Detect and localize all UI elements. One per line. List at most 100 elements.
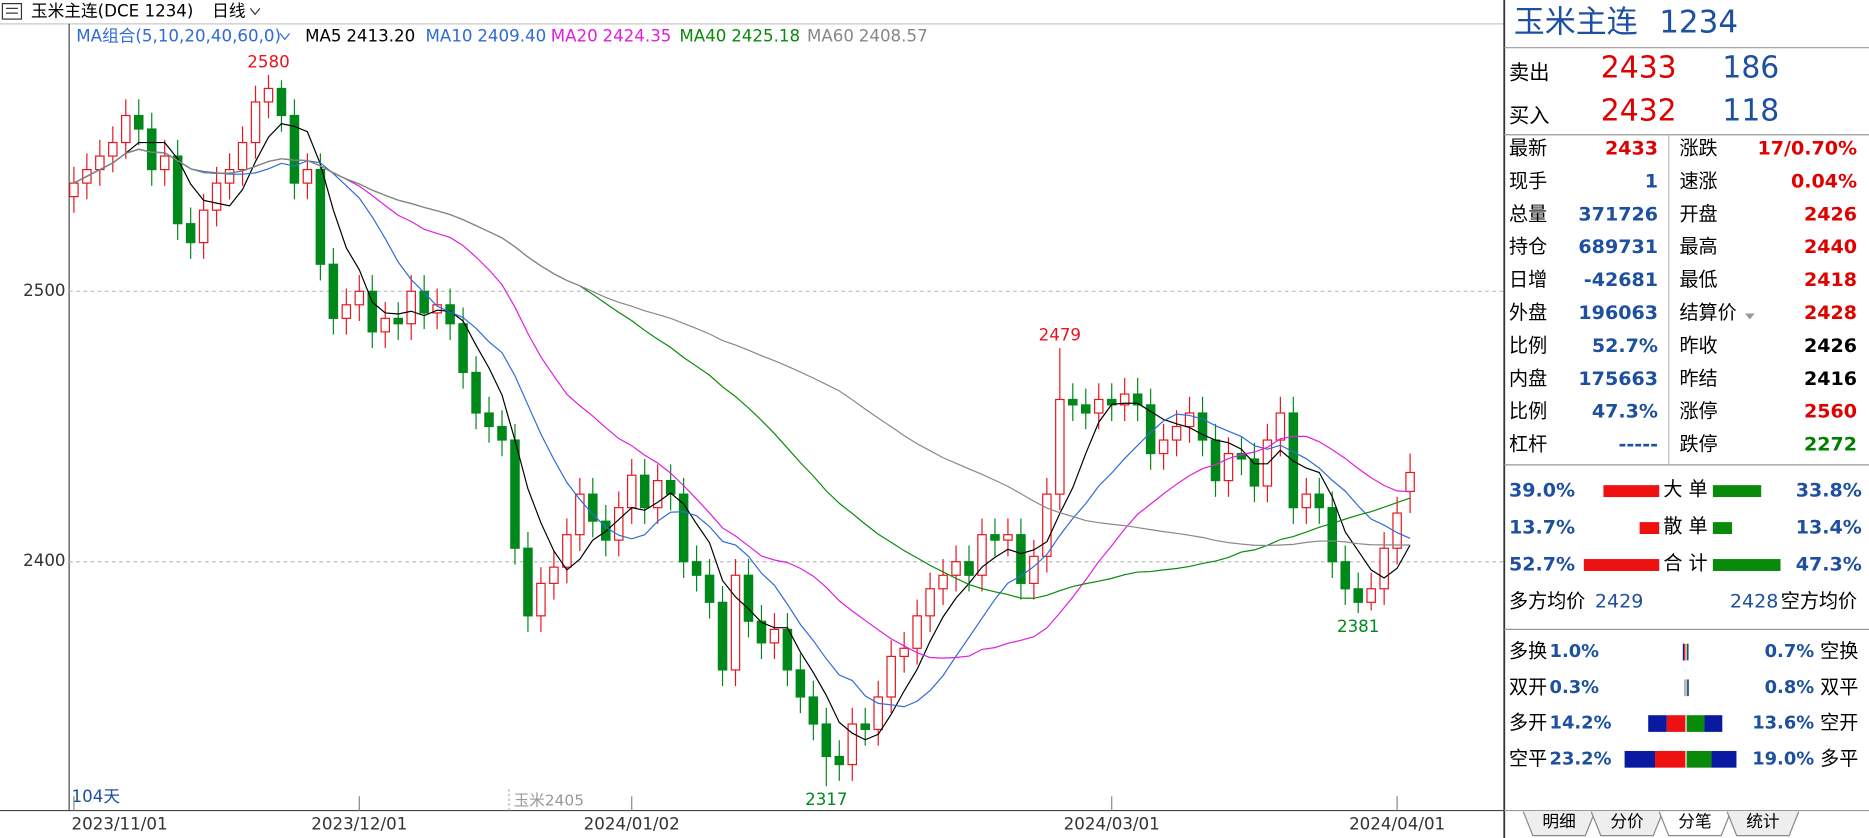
stat-value: 196063 <box>1578 302 1658 324</box>
candle-body <box>523 547 533 617</box>
quote-label: 卖出 <box>1509 60 1550 84</box>
order-label: 大 单 <box>1663 478 1707 500</box>
candle-body <box>678 493 689 563</box>
flow-left-bar-a <box>1682 643 1685 661</box>
ma-value: 2425.18 <box>731 26 800 45</box>
stat-label: 最高 <box>1679 236 1717 258</box>
order-buy-bar <box>1603 485 1660 498</box>
flow-right-bar-a <box>1686 750 1712 768</box>
tab-label[interactable]: 统计 <box>1746 812 1779 831</box>
candle-body <box>626 474 637 509</box>
candle-body <box>938 574 948 590</box>
flow-label: 多换 <box>1509 641 1547 663</box>
ma-name: MA10 <box>426 26 473 45</box>
order-sell-label: 47.3% <box>1796 554 1862 576</box>
candle-body <box>808 696 819 725</box>
candle-body <box>1132 393 1143 406</box>
candle-body <box>925 588 935 617</box>
stat-label: 最低 <box>1679 269 1717 291</box>
candle-body <box>691 561 702 576</box>
candle-body <box>146 128 157 171</box>
candle-body <box>549 566 559 584</box>
flow-label: 空换 <box>1820 641 1858 663</box>
tab[interactable] <box>1522 811 1596 837</box>
instrument-title: 玉米主连(DCE 1234) <box>31 1 193 20</box>
candle-body <box>899 647 909 657</box>
candle-body <box>1249 458 1260 487</box>
stat-value: 2272 <box>1804 434 1857 456</box>
candle-body <box>575 493 585 536</box>
stat-label: 结算价 <box>1679 302 1736 324</box>
tab[interactable] <box>1726 811 1800 837</box>
candle-body <box>562 534 572 568</box>
candle-body <box>263 87 274 103</box>
stat-value: 2428 <box>1804 302 1857 324</box>
y-tick-label: 2500 <box>23 281 65 300</box>
flow-label: 双平 <box>1820 676 1858 698</box>
tab[interactable] <box>1658 811 1732 837</box>
stat-value: 2418 <box>1804 269 1857 291</box>
candle-body <box>730 574 741 671</box>
stat-value: 0.04% <box>1791 170 1857 192</box>
candle-body <box>1029 555 1039 584</box>
flow-value: 14.2% <box>1550 713 1612 734</box>
stat-value: 47.3% <box>1592 401 1658 423</box>
tab-label[interactable]: 分笔 <box>1678 812 1711 831</box>
stat-value: 2416 <box>1804 368 1857 390</box>
extreme-label: 2317 <box>805 790 847 809</box>
candle-body <box>497 425 507 441</box>
candle-body <box>1275 412 1286 441</box>
candle-body <box>1068 398 1078 406</box>
candle-body <box>1042 493 1052 557</box>
avg-value: 2428 <box>1730 590 1779 612</box>
candle-body <box>964 561 974 576</box>
flow-label: 空平 <box>1509 748 1547 770</box>
candle-body <box>756 620 767 644</box>
candle-body <box>886 655 896 698</box>
flow-label: 多开 <box>1509 712 1547 734</box>
flow-label: 多平 <box>1820 748 1858 770</box>
extreme-label: 2381 <box>1337 617 1379 636</box>
candle-body <box>328 263 339 319</box>
avg-value: 2429 <box>1595 590 1644 612</box>
stat-label: 日增 <box>1509 269 1547 291</box>
days-label: 104天 <box>72 787 121 806</box>
candle-body <box>860 723 871 731</box>
candle-body <box>1081 404 1091 414</box>
tab[interactable] <box>1590 811 1664 837</box>
x-tick-label: 2023/11/01 <box>72 814 168 833</box>
flow-value: 1.0% <box>1550 641 1600 662</box>
candle-body <box>185 223 196 244</box>
order-sell-bar <box>1712 559 1781 571</box>
candle-body <box>990 534 1000 541</box>
candle-body <box>912 615 922 649</box>
stat-value: -42681 <box>1584 269 1658 291</box>
period-selector[interactable]: 日线 <box>212 1 246 20</box>
candle-body <box>873 696 883 731</box>
flow-left-bar-b <box>1684 643 1686 661</box>
candle-body <box>367 290 378 333</box>
flow-value: 23.2% <box>1550 748 1612 769</box>
candle-body <box>782 628 793 671</box>
tab-label[interactable]: 明细 <box>1542 812 1575 831</box>
stat-label: 总量 <box>1509 203 1547 225</box>
candle-body <box>432 304 442 314</box>
order-buy-bar <box>1583 559 1660 571</box>
tab-label[interactable]: 分价 <box>1610 812 1644 831</box>
candle-body <box>211 182 222 211</box>
candle-body <box>419 290 429 314</box>
quote-volume: 118 <box>1722 94 1779 129</box>
stat-label: 跌停 <box>1679 434 1717 456</box>
stat-label: 比例 <box>1509 401 1547 423</box>
menu-icon[interactable] <box>1 3 23 20</box>
candle-body <box>1210 439 1221 482</box>
stat-label: 现手 <box>1509 170 1547 192</box>
stat-label: 开盘 <box>1679 203 1717 225</box>
quote-label: 买入 <box>1509 103 1550 127</box>
ma-line <box>73 122 1411 741</box>
candle-body <box>315 168 326 265</box>
candle-body <box>354 290 365 306</box>
ma-group[interactable]: MA组合(5,10,20,40,60,0) <box>76 26 281 45</box>
